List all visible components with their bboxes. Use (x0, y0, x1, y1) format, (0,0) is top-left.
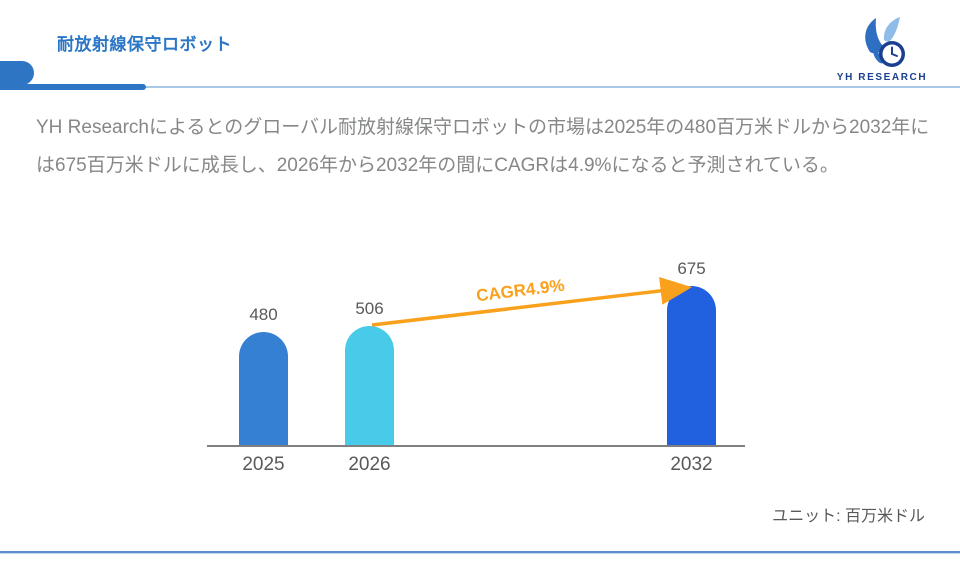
cagr-arrow-icon (371, 276, 692, 327)
bar-2025 (239, 331, 288, 445)
x-axis-line (207, 445, 745, 447)
bar-value-label: 480 (249, 304, 278, 324)
header-divider-line (0, 86, 960, 88)
brand-name: YH RESEARCH (836, 72, 928, 83)
x-tick-label-2026: 2026 (348, 454, 391, 475)
bar-2032 (667, 286, 716, 445)
page-title: 耐放射線保守ロボット (57, 35, 232, 54)
header-accent-bar (0, 84, 146, 90)
bar-group-2032: 675 2032 (667, 259, 716, 475)
bar-group-2026: 506 2026 (345, 298, 394, 475)
footer-divider-line (0, 551, 960, 554)
bar-group-2025: 480 2025 (239, 304, 288, 475)
market-summary-text: YH Researchによるとのグローバル耐放射線保守ロボットの市場は2025年… (36, 117, 930, 176)
bar-2026 (345, 325, 394, 445)
x-tick-label-2025: 2025 (242, 454, 285, 475)
yh-research-logo-icon (865, 17, 905, 67)
bar-value-label: 675 (677, 259, 706, 278)
x-tick-label-2032: 2032 (670, 454, 713, 475)
header-accent-pill (0, 61, 34, 85)
unit-label: ユニット: 百万米ドル (772, 508, 925, 525)
bar-value-label: 506 (355, 298, 384, 318)
brand-logo: YH RESEARCH (836, 14, 928, 83)
